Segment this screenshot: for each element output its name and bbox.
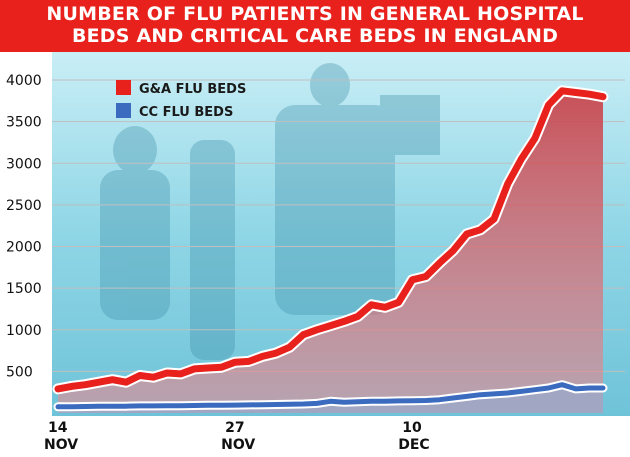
- y-tick-label: 1500: [6, 281, 42, 297]
- x-tick-label: 27: [225, 420, 244, 436]
- x-tick-label: NOV: [44, 437, 78, 453]
- legend-swatch-ga: [116, 80, 131, 95]
- series-areas: [52, 85, 609, 414]
- y-axis-ticks: 500 1000 1500 2000 2500 3000 3500 4000: [6, 73, 42, 380]
- photo-figures: [100, 63, 440, 360]
- y-tick-label: 3500: [6, 115, 42, 131]
- y-tick-label: 2000: [6, 240, 42, 256]
- y-tick-label: 2500: [6, 198, 42, 214]
- x-tick-label: DEC: [398, 437, 429, 453]
- x-tick-label: 10: [402, 420, 422, 436]
- x-tick-label: 14: [48, 420, 68, 436]
- y-tick-label: 3000: [6, 156, 42, 172]
- x-tick-label: NOV: [221, 437, 255, 453]
- y-tick-label: 4000: [6, 73, 42, 89]
- legend-label-ga: G&A FLU BEDS: [139, 82, 246, 97]
- y-tick-label: 500: [6, 364, 33, 380]
- chart-title: NUMBER OF FLU PATIENTS IN GENERAL HOSPIT…: [0, 0, 630, 52]
- legend-label-cc: CC FLU BEDS: [139, 105, 233, 120]
- y-tick-label: 1000: [6, 323, 42, 339]
- legend-swatch-cc: [116, 103, 131, 118]
- chart-title-line1: NUMBER OF FLU PATIENTS IN GENERAL HOSPIT…: [46, 3, 584, 25]
- legend: G&A FLU BEDS CC FLU BEDS: [116, 80, 246, 120]
- ga-flu-beds-area: [58, 90, 603, 414]
- chart-title-line2: BEDS AND CRITICAL CARE BEDS IN ENGLAND: [71, 25, 559, 47]
